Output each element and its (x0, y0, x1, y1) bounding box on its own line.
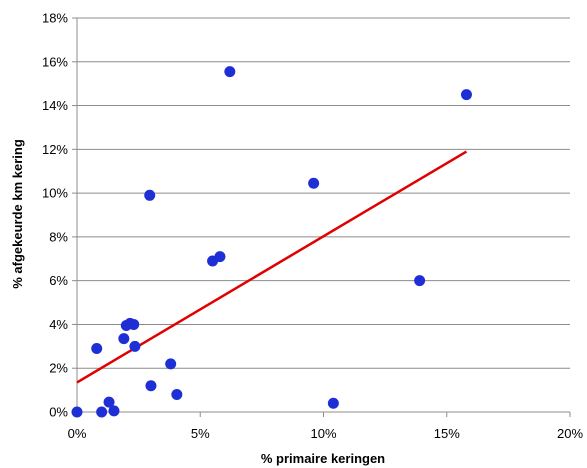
data-point (165, 358, 177, 370)
y-tick-label: 14% (42, 98, 68, 113)
data-point (145, 380, 157, 392)
data-points (71, 66, 472, 418)
trendline-group (76, 150, 468, 384)
gridlines (77, 17, 570, 369)
data-point (128, 318, 140, 330)
x-tick-labels: 0% 5% 10% 15% 20% (68, 426, 584, 441)
data-point (91, 343, 103, 355)
data-point (171, 388, 183, 400)
data-point (308, 177, 320, 189)
y-axis-title: % afgekeurde km kering (10, 139, 25, 289)
x-tick-label: 5% (191, 426, 210, 441)
y-tick-label: 6% (49, 273, 68, 288)
y-tick-label: 10% (42, 186, 68, 201)
x-tick-label: 20% (557, 426, 583, 441)
x-tick-label: 0% (68, 426, 87, 441)
data-point (224, 66, 236, 78)
y-tick-label: 18% (42, 11, 68, 26)
data-point (460, 89, 472, 101)
y-tick-label: 12% (42, 142, 68, 157)
axes (72, 17, 571, 417)
y-tick-label: 2% (49, 361, 68, 376)
data-point (103, 396, 115, 408)
x-tick-label: 15% (434, 426, 460, 441)
data-point (96, 406, 108, 418)
x-tick-label: 10% (310, 426, 336, 441)
y-tick-label: 4% (49, 317, 68, 332)
y-tick-labels: 0% 2% 4% 6% 8% 10% 12% 14% 16% 18% (42, 11, 68, 420)
y-tick-label: 8% (49, 229, 68, 244)
data-point (118, 333, 130, 345)
data-point (214, 251, 226, 263)
data-point (71, 406, 83, 418)
x-axis-title: % primaire keringen (261, 451, 385, 466)
data-point (327, 397, 339, 409)
y-tick-label: 0% (49, 405, 68, 420)
data-point (108, 405, 120, 417)
data-point (414, 275, 426, 287)
data-point (129, 340, 141, 352)
data-point (144, 189, 156, 201)
trendline (76, 150, 468, 384)
y-tick-label: 16% (42, 54, 68, 69)
